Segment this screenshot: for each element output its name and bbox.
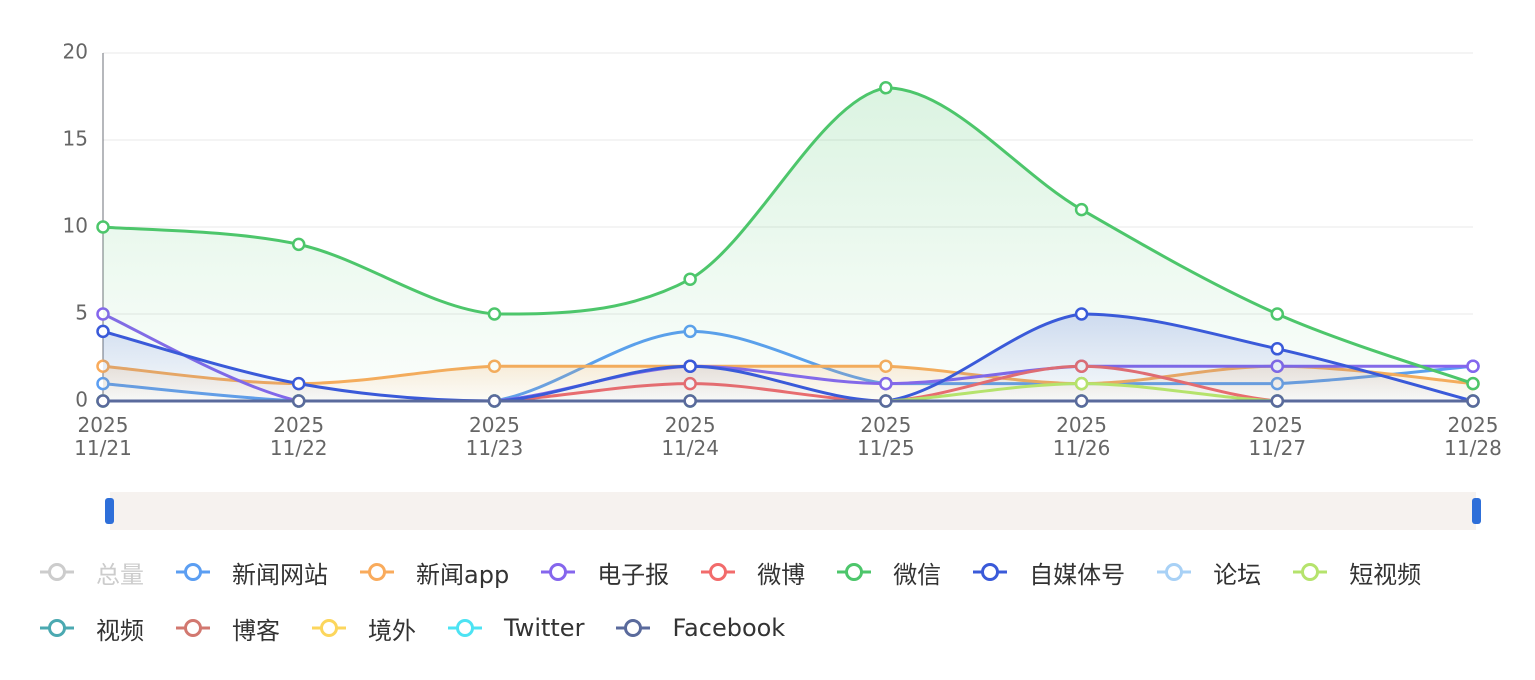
data-point (683, 272, 697, 286)
x-tick-label: 2025 11/23 (465, 413, 524, 460)
x-tick-label: 2025 11/26 (1052, 413, 1111, 460)
legend-label: Facebook (672, 614, 786, 642)
legend-item[interactable]: 新闻app (360, 553, 509, 591)
x-tick-label: 2025 11/21 (74, 413, 132, 460)
legend-icon (176, 563, 210, 581)
series-line (102, 86, 1474, 386)
legend-icon (837, 563, 872, 581)
legend-item[interactable]: 境外 (312, 609, 416, 647)
series-line (102, 312, 1474, 403)
data-zoom-handle[interactable] (1472, 498, 1481, 524)
data-point (1270, 394, 1285, 408)
legend-icon (616, 619, 651, 637)
x-tick-label: 2025 11/22 (269, 413, 328, 460)
legend-label: 电子报 (597, 560, 670, 589)
data-point (1466, 394, 1480, 408)
data-point (683, 394, 697, 408)
legend-label: 博客 (232, 616, 280, 645)
data-point (1466, 376, 1480, 391)
legend-item[interactable]: 电子报 (541, 553, 669, 591)
y-tick-label: 15 (63, 127, 88, 151)
data-point (96, 220, 110, 234)
data-zoom-track (110, 492, 1476, 530)
legend-item[interactable]: 总量 (40, 553, 144, 591)
legend-label: Twitter (504, 614, 585, 642)
data-point (879, 394, 893, 408)
data-point (1074, 376, 1089, 391)
legend-icon (40, 563, 74, 581)
legend-label: 新闻app (416, 560, 510, 589)
data-point (1270, 342, 1285, 356)
y-tick-label: 20 (63, 40, 88, 64)
legend-item[interactable]: Facebook (616, 609, 785, 647)
legend-item[interactable]: 视频 (40, 609, 144, 647)
legend-label: 论坛 (1213, 560, 1262, 589)
data-zoom-handle[interactable] (105, 498, 114, 524)
legend-item[interactable]: 博客 (176, 609, 280, 647)
legend-item[interactable]: 微博 (701, 553, 805, 591)
legend-label: 自媒体号 (1029, 560, 1126, 589)
legend: 总量 新闻网站 新闻app 电子报 微博 微信 自媒体号 论坛 短视频视频 博客 境外 Twitter… (40, 553, 1530, 647)
legend-icon (448, 619, 482, 637)
data-point (879, 81, 893, 95)
data-point (291, 237, 306, 252)
legend-label: 微博 (757, 560, 806, 589)
legend-label: 境外 (368, 616, 416, 645)
data-point (291, 376, 306, 391)
x-tick-label: 2025 11/25 (857, 413, 915, 460)
x-tick-label: 2025 11/27 (1248, 413, 1307, 460)
data-point (487, 307, 502, 321)
y-tick-label: 10 (63, 214, 88, 238)
data-point (96, 324, 110, 339)
legend-icon (1293, 563, 1328, 581)
legend-label: 总量 (96, 560, 144, 589)
data-point (683, 359, 697, 373)
legend-label: 短视频 (1349, 560, 1422, 589)
legend-icon (973, 563, 1008, 581)
legend-icon (1157, 563, 1192, 581)
data-point (96, 394, 110, 408)
data-point (1466, 359, 1480, 373)
legend-item[interactable]: 短视频 (1293, 553, 1421, 591)
legend-item[interactable]: 自媒体号 (973, 553, 1125, 591)
legend-icon (360, 563, 394, 581)
legend-label: 新闻网站 (232, 560, 328, 589)
legend-icon (176, 619, 210, 637)
x-tick-label: 2025 11/28 (1444, 413, 1502, 460)
legend-item[interactable]: Twitter (448, 609, 584, 647)
legend-item[interactable]: 论坛 (1157, 553, 1261, 591)
x-tick-label: 2025 11/24 (661, 413, 719, 460)
legend-icon (40, 619, 74, 637)
legend-icon (312, 619, 346, 637)
legend-label: 视频 (96, 616, 144, 645)
legend-item[interactable]: 新闻网站 (176, 553, 328, 591)
data-point (291, 394, 306, 408)
legend-icon (541, 563, 576, 581)
data-point (1074, 307, 1089, 321)
data-point (487, 394, 502, 408)
y-tick-label: 0 (75, 388, 88, 412)
data-point (1074, 394, 1089, 408)
chart: 0 5 10 15 20 (63, 40, 1481, 530)
data-point (1270, 307, 1285, 321)
legend-item[interactable]: 微信 (837, 553, 941, 591)
y-tick-label: 5 (75, 301, 88, 325)
series-area (103, 314, 1473, 401)
data-point (1074, 202, 1089, 217)
legend-icon (701, 563, 736, 581)
legend-label: 微信 (893, 560, 942, 589)
